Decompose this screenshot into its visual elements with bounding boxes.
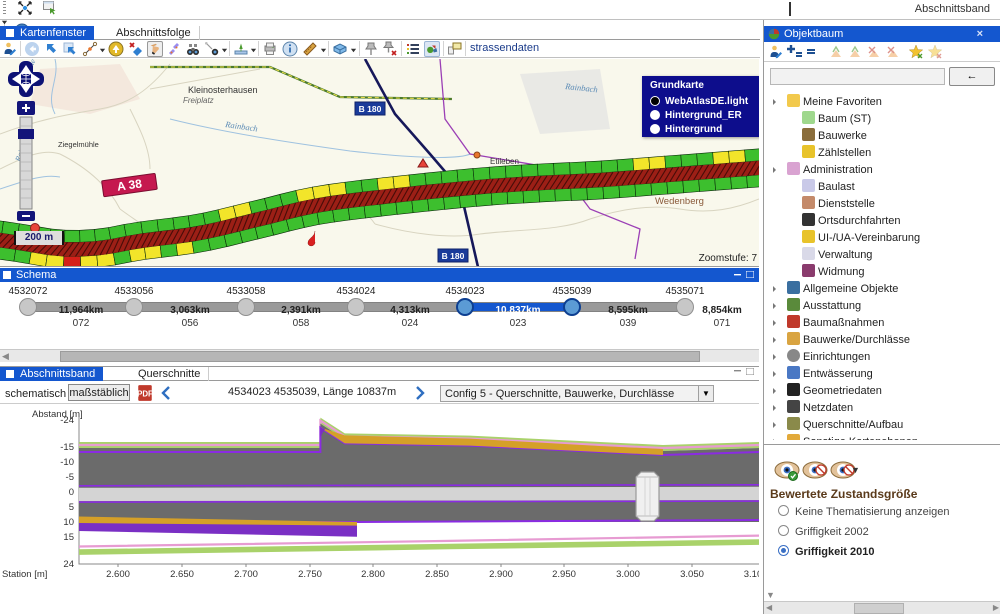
svg-text:Station [m]: Station [m] — [2, 569, 47, 580]
svg-text:-15: -15 — [60, 442, 74, 453]
svg-text:2.750: 2.750 — [298, 569, 322, 580]
svg-text:2.650: 2.650 — [170, 569, 194, 580]
svg-text:Ziegelmühle: Ziegelmühle — [58, 140, 99, 149]
svg-text:3.050: 3.050 — [680, 569, 704, 580]
svg-text:Kleinosterhausen: Kleinosterhausen — [188, 85, 258, 95]
svg-text:10: 10 — [63, 517, 74, 528]
svg-text:Abstand [m]: Abstand [m] — [32, 409, 83, 420]
svg-text:2.850: 2.850 — [425, 569, 449, 580]
svg-text:15: 15 — [63, 532, 74, 543]
svg-text:2.950: 2.950 — [552, 569, 576, 580]
svg-text:Etileben: Etileben — [490, 157, 519, 166]
svg-text:2.900: 2.900 — [489, 569, 513, 580]
svg-text:B 180: B 180 — [442, 251, 465, 261]
svg-text:2.700: 2.700 — [234, 569, 258, 580]
svg-text:5: 5 — [69, 502, 74, 513]
svg-text:3.000: 3.000 — [616, 569, 640, 580]
svg-text:-10: -10 — [60, 457, 74, 468]
svg-text:PDF: PDF — [137, 389, 153, 398]
svg-text:3.10: 3.10 — [744, 569, 759, 580]
svg-text:24: 24 — [63, 559, 74, 570]
svg-text:2.800: 2.800 — [361, 569, 385, 580]
svg-text:-5: -5 — [66, 472, 74, 483]
svg-text:2.600: 2.600 — [106, 569, 130, 580]
svg-text:B 180: B 180 — [359, 104, 382, 114]
svg-text:Wedenberg: Wedenberg — [655, 196, 704, 207]
svg-text:Freiplatz: Freiplatz — [183, 96, 214, 105]
svg-text:-24: -24 — [60, 415, 74, 426]
svg-text:0: 0 — [69, 487, 74, 498]
